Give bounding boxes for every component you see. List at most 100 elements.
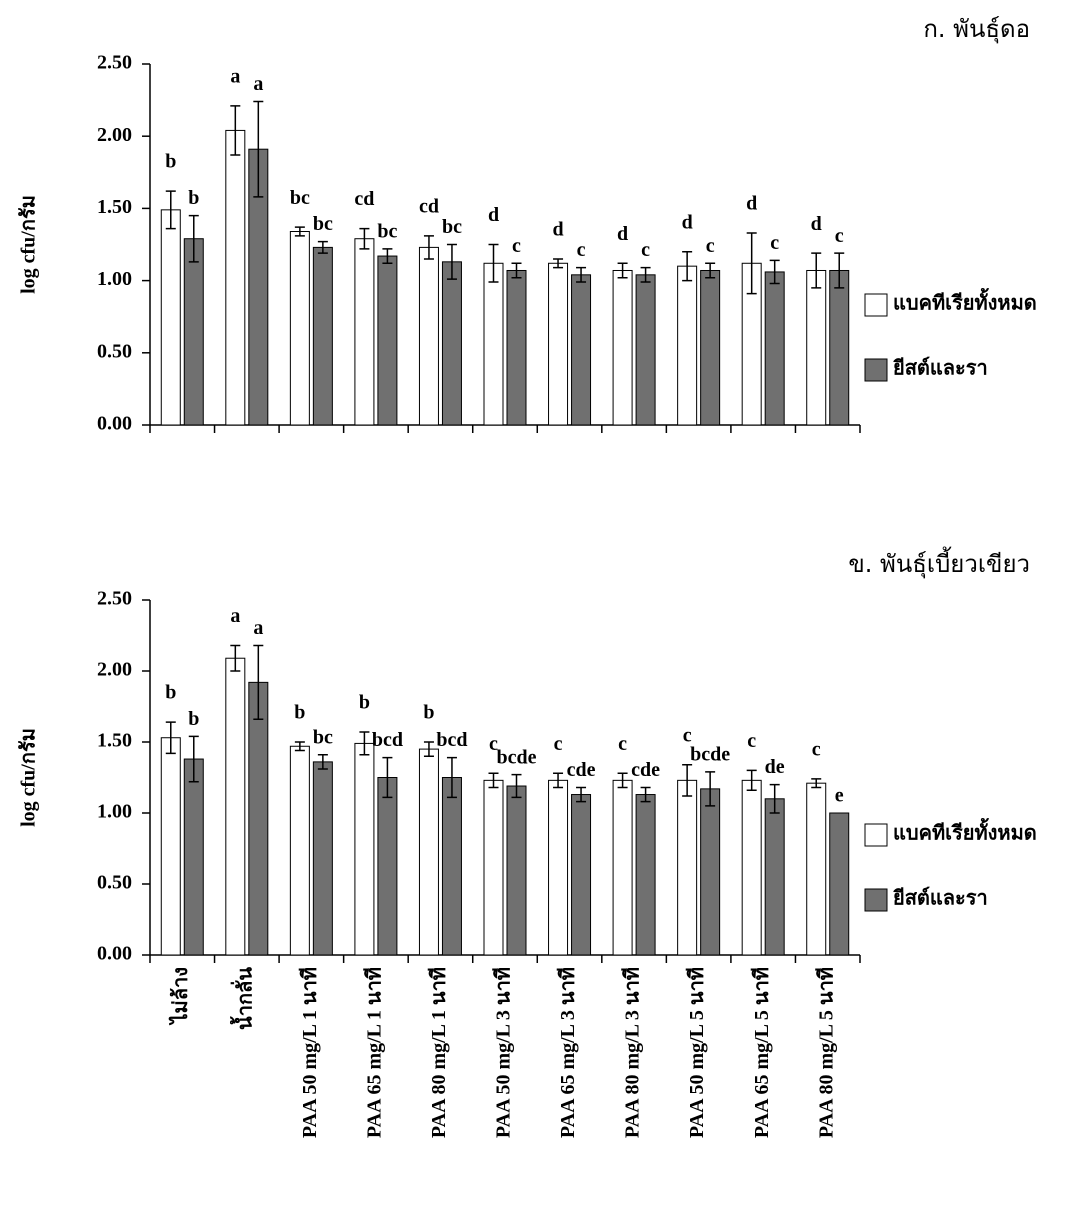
x-tick-label: PAA 80 mg/L 1 นาที: [427, 967, 450, 1138]
y-axis-label: log cfu/กรัม: [18, 195, 40, 294]
significance-letter: b: [423, 702, 434, 724]
significance-letter: d: [746, 193, 757, 215]
bar: [830, 270, 849, 425]
bar: [807, 783, 826, 955]
y-tick-label: 2.00: [97, 659, 132, 681]
bar: [419, 247, 438, 425]
significance-letter: d: [552, 219, 563, 241]
significance-letter: c: [812, 739, 821, 761]
figure: ก. พันธุ์ดอ log cfu/กรัม 0.00 0.50 1.00 1.50 2…: [0, 0, 1090, 1221]
significance-letter: c: [706, 235, 715, 257]
legend-label: แบคทีเรียทั้งหมด: [893, 288, 1037, 315]
bar: [742, 780, 761, 955]
bar: [484, 780, 503, 955]
chart-title: ก. พันธุ์ดอ: [923, 15, 1030, 44]
y-tick-label: 1.50: [97, 196, 132, 218]
bar: [636, 795, 655, 955]
significance-letter: bc: [290, 187, 310, 209]
significance-letter: bc: [313, 726, 333, 748]
significance-letter: d: [617, 223, 628, 245]
significance-letter: bc: [313, 213, 333, 235]
significance-letter: b: [188, 708, 199, 730]
significance-letter: bcd: [372, 729, 403, 751]
y-tick-label: 0.00: [97, 413, 132, 435]
bar: [355, 743, 374, 955]
x-tick-label: PAA 80 mg/L 5 นาที: [814, 967, 837, 1138]
significance-letter: d: [488, 204, 499, 226]
bar: [249, 682, 268, 955]
legend-swatch: [865, 359, 887, 381]
significance-letter: a: [253, 73, 263, 95]
significance-letter: c: [641, 239, 650, 261]
y-tick-label: 2.50: [97, 588, 132, 610]
x-tick-label: PAA 65 mg/L 1 นาที: [363, 967, 386, 1138]
bar: [678, 780, 697, 955]
y-tick-label: 2.00: [97, 124, 132, 146]
bar: [419, 749, 438, 955]
significance-letter: b: [294, 702, 305, 724]
legend-label: ยีสต์และรา: [893, 887, 988, 910]
significance-letter: c: [747, 730, 756, 752]
significance-letter: cde: [567, 759, 596, 781]
significance-letter: c: [618, 733, 627, 755]
x-tick-label: PAA 50 mg/L 3 นาที: [492, 967, 515, 1138]
x-tick-label: ไม่ล้าง: [168, 967, 192, 1026]
x-tick-label: น้ำกลั่น: [229, 967, 256, 1030]
chart-title: ข. พันธุ์เบี้ยวเขียว: [848, 546, 1030, 579]
bar: [161, 210, 180, 425]
significance-letter: de: [765, 756, 785, 778]
y-tick-label: 2.50: [97, 52, 132, 74]
significance-letter: a: [253, 617, 263, 639]
bar: [226, 130, 245, 425]
y-tick-label: 1.00: [97, 268, 132, 290]
significance-letter: b: [165, 151, 176, 173]
bar: [484, 263, 503, 425]
significance-letter: e: [835, 785, 844, 807]
bar: [226, 658, 245, 955]
bar: [572, 795, 591, 955]
x-tick-label: PAA 50 mg/L 5 นาที: [685, 967, 708, 1138]
bar: [636, 275, 655, 425]
bar: [184, 239, 203, 425]
significance-letter: c: [577, 239, 586, 261]
legend-label: ยีสต์และรา: [893, 357, 988, 380]
significance-letter: c: [554, 733, 563, 755]
bar: [701, 270, 720, 425]
bar: [355, 239, 374, 425]
significance-letter: a: [230, 65, 240, 87]
bar: [378, 778, 397, 956]
bar: [313, 762, 332, 955]
bar: [613, 780, 632, 955]
legend-swatch: [865, 889, 887, 911]
bar: [678, 266, 697, 425]
bar: [313, 247, 332, 425]
legend-label: แบคทีเรียทั้งหมด: [893, 818, 1037, 845]
bar: [378, 256, 397, 425]
significance-letter: cd: [419, 195, 439, 217]
legend-swatch: [865, 824, 887, 846]
bar: [765, 272, 784, 425]
bar: [442, 778, 461, 956]
y-tick-label: 1.00: [97, 801, 132, 823]
significance-letter: bc: [377, 220, 397, 242]
significance-letter: a: [230, 605, 240, 627]
significance-letter: c: [835, 225, 844, 247]
significance-letter: bcde: [497, 746, 537, 768]
bar: [807, 270, 826, 425]
bar: [549, 780, 568, 955]
bar: [572, 275, 591, 425]
bar: [290, 746, 309, 955]
bar: [613, 270, 632, 425]
y-tick-label: 1.50: [97, 730, 132, 752]
x-tick-label: PAA 65 mg/L 3 นาที: [556, 967, 579, 1138]
significance-letter: d: [811, 213, 822, 235]
significance-letter: c: [770, 232, 779, 254]
bar: [507, 270, 526, 425]
significance-letter: d: [682, 211, 693, 233]
significance-letter: b: [359, 692, 370, 714]
bar: [765, 799, 784, 955]
significance-letter: c: [512, 235, 521, 257]
bar: [290, 232, 309, 425]
significance-letter: b: [165, 682, 176, 704]
y-tick-label: 0.50: [97, 872, 132, 894]
